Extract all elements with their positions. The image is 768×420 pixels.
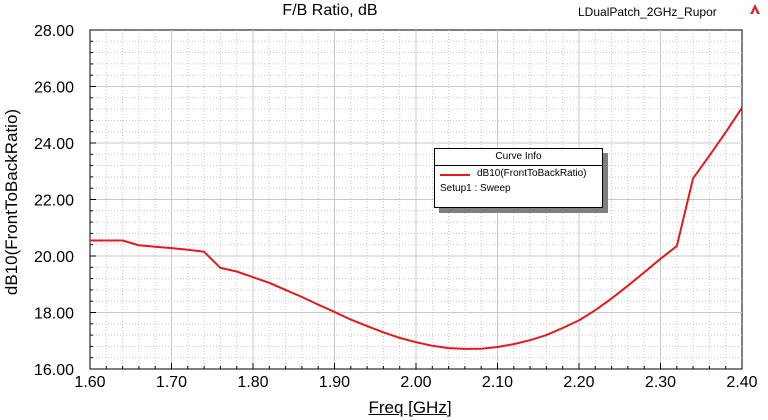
axis-ticks [89,29,743,370]
tick-labels: 1.60 1.70 1.80 1.90 2.00 2.10 2.20 2.30 2.40 16.0… [34,23,758,391]
chart-title: F/B Ratio, dB [282,2,378,19]
project-name: LDualPatch_2GHz_Rupor [578,5,717,19]
y-tick-label: 24.00 [34,136,74,153]
ansys-logo-icon [750,4,760,14]
x-tick-label: 1.90 [319,374,350,391]
series-line-front-to-back-ratio [90,107,743,350]
legend-series-name: dB10(FrontToBackRatio) [477,168,587,179]
y-tick-label: 20.00 [34,249,74,266]
legend-entry[interactable]: dB10(FrontToBackRatio) [435,168,602,182]
x-tick-label: 2.30 [645,374,676,391]
series-layer [90,107,743,350]
x-tick-label: 2.00 [400,374,431,391]
curve-info-legend[interactable]: Curve Info dB10(FrontToBackRatio) Setup1… [434,148,603,208]
y-tick-label: 16.00 [34,362,74,379]
x-tick-label: 1.60 [74,374,105,391]
legend-swatch [440,174,470,176]
legend-setup-label: Setup1 : Sweep [440,183,511,194]
y-tick-label: 22.00 [34,193,74,210]
x-tick-label: 1.80 [237,374,268,391]
x-tick-label: 2.40 [726,374,757,391]
x-tick-label: 2.20 [563,374,594,391]
y-tick-label: 26.00 [34,80,74,97]
x-axis-label: Freq [GHz] [368,398,452,417]
y-tick-label: 28.00 [34,23,74,40]
y-axis-label: dB10(FrontToBackRatio) [2,108,21,296]
legend-heading: Curve Info [435,149,602,166]
x-tick-label: 2.10 [482,374,513,391]
x-tick-label: 1.70 [156,374,187,391]
y-tick-label: 18.00 [34,306,74,323]
